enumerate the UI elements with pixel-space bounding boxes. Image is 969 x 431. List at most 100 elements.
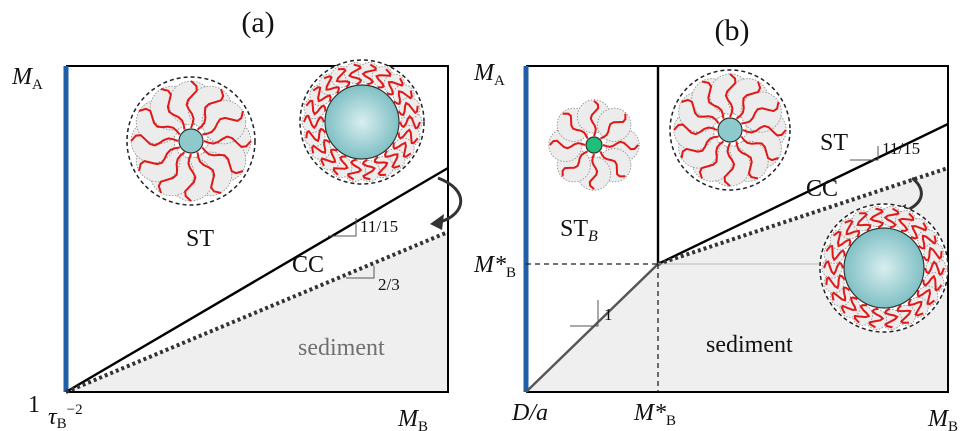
chain-shape [724,73,737,118]
chain-shape [157,151,186,194]
panel-b-upper-boundary [657,122,949,266]
chain-shape [320,148,338,167]
panel-b-slope-triangle-upper [850,146,879,161]
chain-shape [384,150,401,169]
panel-b-y-axis-label: MA [473,60,505,89]
chain-shape [362,158,377,181]
chain-shape [723,142,736,187]
chain-shape [602,140,639,151]
panel-b-y-crit-label: M*B [473,252,516,281]
panel-a-y-axis-label: MA [11,64,43,93]
panel-b: (b) 1 11/15 STB ST CC sediment MA M*B D/… [473,14,958,431]
panel-b-lower-boundary [657,166,949,266]
chain-shape [910,222,928,240]
panel-b-x-crit-label: M*B [633,400,676,429]
chain-shape [825,274,846,290]
chain-shape [312,86,332,103]
panel-a-x-axis-label: MB [397,406,428,431]
chain-shape [740,135,779,162]
chain-shape [130,134,179,147]
panel-b-slope-triangle-diag [570,300,599,327]
panel-b-diagonal-boundary [525,263,659,393]
chain-shape [917,234,937,250]
chain-shape [303,114,325,130]
chain-shape [832,230,852,248]
chain-shape [201,146,244,175]
panel-a-region-sediment: sediment [298,335,385,361]
chain-shape [883,207,900,229]
chain-shape [392,141,412,158]
core-shape [843,227,925,309]
chain-shape [375,68,392,89]
panel-b-label: (b) [715,14,750,47]
chain-shape [138,146,180,172]
panel-b-starb-micelle-icon [548,99,640,191]
panel-b-frame [526,65,949,393]
panel-b-region-stb: STB [560,216,598,245]
panel-a-frame [66,65,449,393]
panel-a-y-origin-label: 1 [28,392,40,418]
chain-shape [374,155,389,177]
chain-shape [562,112,589,140]
chain-shape [599,113,627,140]
panel-a-x-origin-label: τB−2 [48,402,83,431]
chain-shape [305,128,327,143]
chain-shape [840,296,858,314]
chain-shape [897,212,915,232]
panel-a-slope-triangle-lower [346,266,375,279]
panel-a-region-st: ST [186,226,214,252]
chain-shape [138,107,181,136]
chain-shape [549,139,586,150]
chain-shape [742,124,787,137]
panel-a-crewcut-micelle-icon [299,59,425,185]
panel-b-x-axis-label: MB [927,406,958,431]
chain-shape [386,77,404,96]
chain-shape [160,88,186,130]
chain-shape [305,99,327,116]
chain-shape [196,88,225,131]
chain-shape [907,298,924,317]
chain-shape [673,123,718,136]
chain-shape [922,246,943,262]
chain-shape [588,153,599,190]
chain-shape [184,153,197,202]
chain-shape [884,307,899,329]
chain-shape [397,128,419,145]
panel-a-label: (a) [241,6,274,39]
panel-b-region-st: ST [820,130,848,156]
chain-shape [844,219,861,238]
chain-shape [311,139,331,154]
chain-shape [831,286,851,302]
core-shape [585,136,603,154]
chain-shape [735,141,759,180]
panel-b-region-sediment: sediment [706,332,793,358]
chain-shape [332,155,349,176]
panel-a-upper-boundary [65,166,449,394]
chain-shape [698,140,725,179]
chain-shape [922,274,943,291]
panel-b-slope-upper: 11/15 [882,139,920,158]
chain-shape [856,212,872,232]
panel-b-x-origin-label: D/a [511,400,548,426]
panel-a-slope-lower: 2/3 [378,275,400,294]
panel-a-slope-upper: 11/15 [360,217,398,236]
panel-b-slope-diag: 1 [604,305,613,324]
panel-a-star-micelle-icon [126,76,256,206]
chain-shape [869,207,884,229]
chain-shape [196,152,222,194]
chain-shape [868,307,885,329]
core-shape [324,84,400,160]
chain-shape [896,304,912,324]
panel-a-curved-arrow [437,176,463,224]
chain-shape [916,288,936,306]
chain-shape [335,67,350,89]
chain-shape [924,260,945,276]
chain-shape [203,135,252,148]
chain-shape [399,114,421,130]
panel-b-region-cc: CC [806,176,838,202]
chain-shape [347,63,362,86]
chain-shape [825,245,846,262]
panel-a-region-cc: CC [292,252,324,278]
chain-shape [589,100,600,137]
